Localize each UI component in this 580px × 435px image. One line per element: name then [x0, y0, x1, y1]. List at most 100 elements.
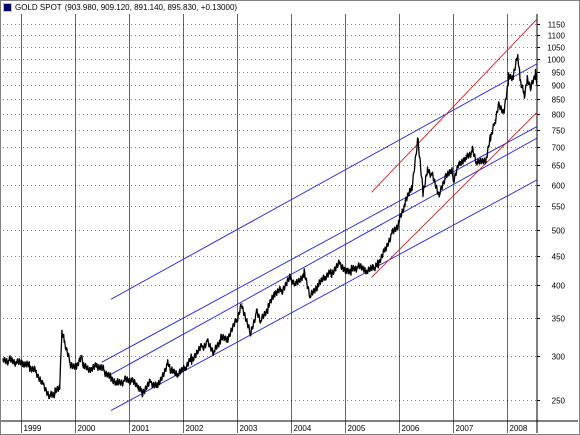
price-point [350, 269, 353, 271]
price-point [451, 172, 454, 174]
price-point [323, 279, 325, 281]
y-tick-label: 1000 [547, 56, 565, 65]
price-point [476, 164, 478, 166]
price-point [431, 174, 433, 176]
chart-window-icon[interactable] [3, 3, 12, 12]
grid-layer [1, 14, 578, 433]
price-point [303, 272, 305, 274]
price-point [391, 231, 393, 233]
price-point [249, 331, 251, 333]
gold-price-line[interactable] [2, 54, 538, 400]
price-point [512, 78, 514, 81]
price-point [490, 137, 492, 139]
price-point [523, 92, 526, 94]
x-tick-label: 1999 [24, 424, 42, 433]
price-point [63, 339, 65, 341]
y-tick-label: 400 [552, 282, 566, 291]
price-point [519, 78, 521, 81]
x-tick-label: 2005 [348, 424, 366, 433]
blue-channel-line[interactable] [110, 179, 538, 411]
price-point [377, 261, 379, 263]
price-point [137, 388, 139, 390]
price-point [497, 101, 500, 103]
price-point [526, 76, 528, 78]
trendline-layer [101, 18, 538, 411]
y-tick-label: 650 [552, 162, 566, 171]
y-tick-label: 600 [552, 182, 566, 191]
price-point [465, 155, 467, 157]
price-point [339, 261, 341, 263]
price-point [80, 354, 82, 357]
price-point [411, 188, 413, 190]
red-trendline[interactable] [371, 112, 538, 278]
price-point [59, 388, 61, 390]
symbol-label: GOLD SPOT [15, 3, 62, 12]
price-point [346, 269, 348, 271]
price-point [150, 380, 152, 383]
y-tick-label: 900 [552, 82, 566, 91]
y-tick-label: 550 [552, 203, 566, 212]
price-point [422, 190, 424, 192]
y-tick-label: 1150 [548, 21, 566, 30]
price-point [267, 308, 269, 310]
price-point [439, 194, 441, 196]
price-point [241, 303, 243, 305]
price-point [274, 294, 276, 296]
x-tick-label: 2002 [186, 424, 204, 433]
price-point [397, 222, 400, 224]
x-tick-label: 2007 [456, 424, 474, 433]
price-point [508, 77, 510, 79]
y-tick-label: 450 [552, 253, 566, 262]
price-point [69, 361, 71, 363]
price-point [29, 366, 31, 368]
y-tick-label: 750 [552, 127, 566, 136]
price-point [417, 139, 419, 141]
price-point [42, 382, 44, 384]
x-tick-label: 2004 [294, 424, 312, 433]
price-point [76, 364, 78, 366]
price-point [445, 178, 447, 180]
x-tick-label: 2000 [78, 424, 96, 433]
price-point [8, 359, 11, 362]
price-point [294, 281, 296, 283]
x-tick-label: 2001 [132, 424, 150, 433]
price-point [123, 379, 126, 382]
price-point [366, 272, 368, 274]
x-tick-label: 2003 [240, 424, 258, 433]
blue-channel-line[interactable] [110, 137, 538, 375]
price-point [317, 287, 319, 289]
price-point [89, 371, 92, 374]
price-point [110, 375, 112, 377]
price-point [116, 380, 119, 383]
chart-title-bar: GOLD SPOT (903.980, 909.120, 891.140, 89… [2, 2, 402, 13]
price-point [96, 365, 98, 368]
price-point [260, 320, 262, 322]
price-point [184, 369, 186, 371]
blue-channel-line[interactable] [101, 126, 538, 363]
price-point [157, 382, 159, 384]
price-point [167, 361, 169, 363]
y-axis: 250 300 350 400 450 500 550 600 650 700 750 800 850 9… [537, 21, 566, 406]
price-point [384, 246, 386, 249]
blue-channel-line[interactable] [110, 63, 538, 300]
price-point [49, 394, 51, 396]
y-tick-label: 350 [552, 315, 566, 324]
x-axis: 1999 2000 2001 2002 2003 2004 2005 2006 2007 2008 [24, 424, 528, 433]
price-point [202, 345, 204, 347]
price-point [213, 350, 215, 353]
price-point [177, 375, 179, 377]
price-point [458, 160, 460, 162]
price-point [530, 85, 532, 87]
price-point [503, 110, 505, 112]
price-point [373, 269, 375, 271]
x-tick-label: 2008 [510, 424, 528, 433]
y-tick-label: 1100 [548, 32, 566, 41]
red-trendline[interactable] [371, 18, 538, 193]
ohlc-readout: (903.980, 909.120, 891.140, 895.830, +0.… [64, 3, 238, 12]
price-point [485, 160, 487, 162]
y-tick-label: 250 [552, 397, 566, 406]
price-point [170, 371, 172, 374]
price-point [452, 179, 454, 181]
